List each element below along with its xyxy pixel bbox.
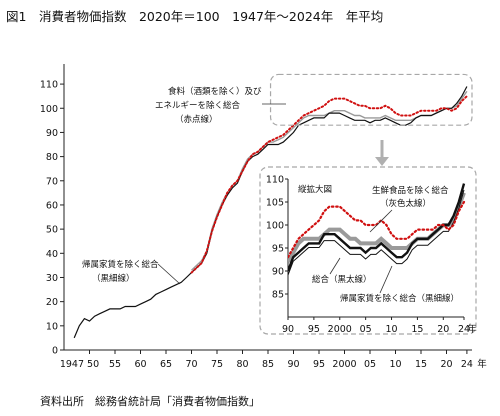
main-y-tick-label: 80 xyxy=(46,152,58,163)
inset-y-tick-label: 110 xyxy=(266,175,284,186)
inset-legend-core-sub: （灰色太線） xyxy=(380,198,431,209)
main-x-tick-label: 15 xyxy=(415,359,427,370)
main-x-tick-label: 95 xyxy=(313,359,325,370)
main-x-tick-label: 60 xyxy=(134,359,146,370)
inset-title: 縦拡大図 xyxy=(298,184,332,195)
annotation-excl-rent-leader xyxy=(157,263,181,285)
main-x-tick-label: 70 xyxy=(185,359,197,370)
annotation-core-core-line3: （赤点線） xyxy=(175,114,218,125)
main-x-tick-label: 1947 50 xyxy=(60,359,99,370)
inset-x-tick-label: 2000 xyxy=(328,324,352,335)
main-x-tick-label: 90 xyxy=(287,359,299,370)
main-y-tick-label: 40 xyxy=(46,249,58,260)
inset-x-tick-label: 20 xyxy=(437,324,449,335)
series-core-core-dotted-line xyxy=(190,95,468,274)
main-y-tick-label: 0 xyxy=(52,346,58,357)
inset-core-core-red-dotted xyxy=(288,200,466,259)
inset-y-tick-label: 100 xyxy=(266,221,284,232)
main-x-tick-label: 05 xyxy=(364,359,376,370)
main-x-tick-label: 65 xyxy=(160,359,172,370)
main-y-tick-label: 70 xyxy=(46,176,58,187)
inset-y-tick-label: 90 xyxy=(272,267,284,278)
main-y-tick-label: 100 xyxy=(40,104,58,115)
inset-legend-excl-rent-leader xyxy=(379,265,393,294)
inset-legend-total: 総合（黒太線） xyxy=(312,274,372,285)
inset-legend-core-leader xyxy=(369,209,393,233)
main-y-tick-label: 20 xyxy=(46,297,58,308)
main-x-tick-label: 2000 xyxy=(332,359,356,370)
main-y-tick-label: 10 xyxy=(46,321,58,332)
zoom-region-box xyxy=(269,73,473,126)
annotation-excl-rent-line2: （黒細線） xyxy=(92,273,135,284)
main-y-tick-label: 90 xyxy=(46,128,58,139)
main-x-tick-label: 20 xyxy=(440,359,452,370)
main-x-tick-label: 24 xyxy=(461,359,473,370)
figure-title: 図1 消費者物価指数 2020年＝100 1947年〜2024年 年平均 xyxy=(6,9,384,24)
main-x-tick-label: 55 xyxy=(109,359,121,370)
inset-x-tick-label: 90 xyxy=(282,324,294,335)
main-y-tick-label: 110 xyxy=(40,80,58,91)
source-note: 資料出所 総務省統計局「消費者物価指数」 xyxy=(40,395,260,408)
inset-x-tick-label: 05 xyxy=(360,324,372,335)
inset-legend-excl-rent: 帰属家賃を除く総合（黒細線） xyxy=(340,293,459,304)
annotation-core-core-line1: 食料（酒類を除く）及び xyxy=(168,86,262,97)
main-y-tick-label: 30 xyxy=(46,273,58,284)
inset-excl-rent-thin-black xyxy=(288,189,465,276)
annotation-core-core-line2: エネルギーを除く総合 xyxy=(155,100,241,111)
main-y-tick-label: 50 xyxy=(46,225,58,236)
main-x-tick-label: 10 xyxy=(389,359,401,370)
main-y-tick-label: 60 xyxy=(46,200,58,211)
inset-total-thick-black xyxy=(288,183,466,272)
annotation-excl-rent-line1: 帰属家賃を除く総合 xyxy=(82,259,159,270)
main-x-tick-label: 85 xyxy=(262,359,274,370)
inset-legend-total-leader xyxy=(329,257,341,275)
inset-y-tick-label: 85 xyxy=(272,290,284,301)
main-x-tick-label: 75 xyxy=(211,359,223,370)
inset-x-tick-label: 15 xyxy=(411,324,423,335)
inset-legend-core: 生鮮食品を除く総合 xyxy=(372,185,449,196)
inset-x-tick-label: 10 xyxy=(385,324,397,335)
zoom-arrow-head xyxy=(375,157,389,166)
inset-x-tick-label: 95 xyxy=(308,324,320,335)
inset-series-group xyxy=(288,183,466,276)
inset-x-unit: 年 xyxy=(467,323,477,335)
main-x-tick-label: 80 xyxy=(236,359,248,370)
inset-y-tick-label: 105 xyxy=(266,198,284,209)
main-x-unit: 年 xyxy=(477,358,487,370)
inset-y-tick-label: 95 xyxy=(272,244,284,255)
inset-x-tick-label: 24 xyxy=(458,324,470,335)
